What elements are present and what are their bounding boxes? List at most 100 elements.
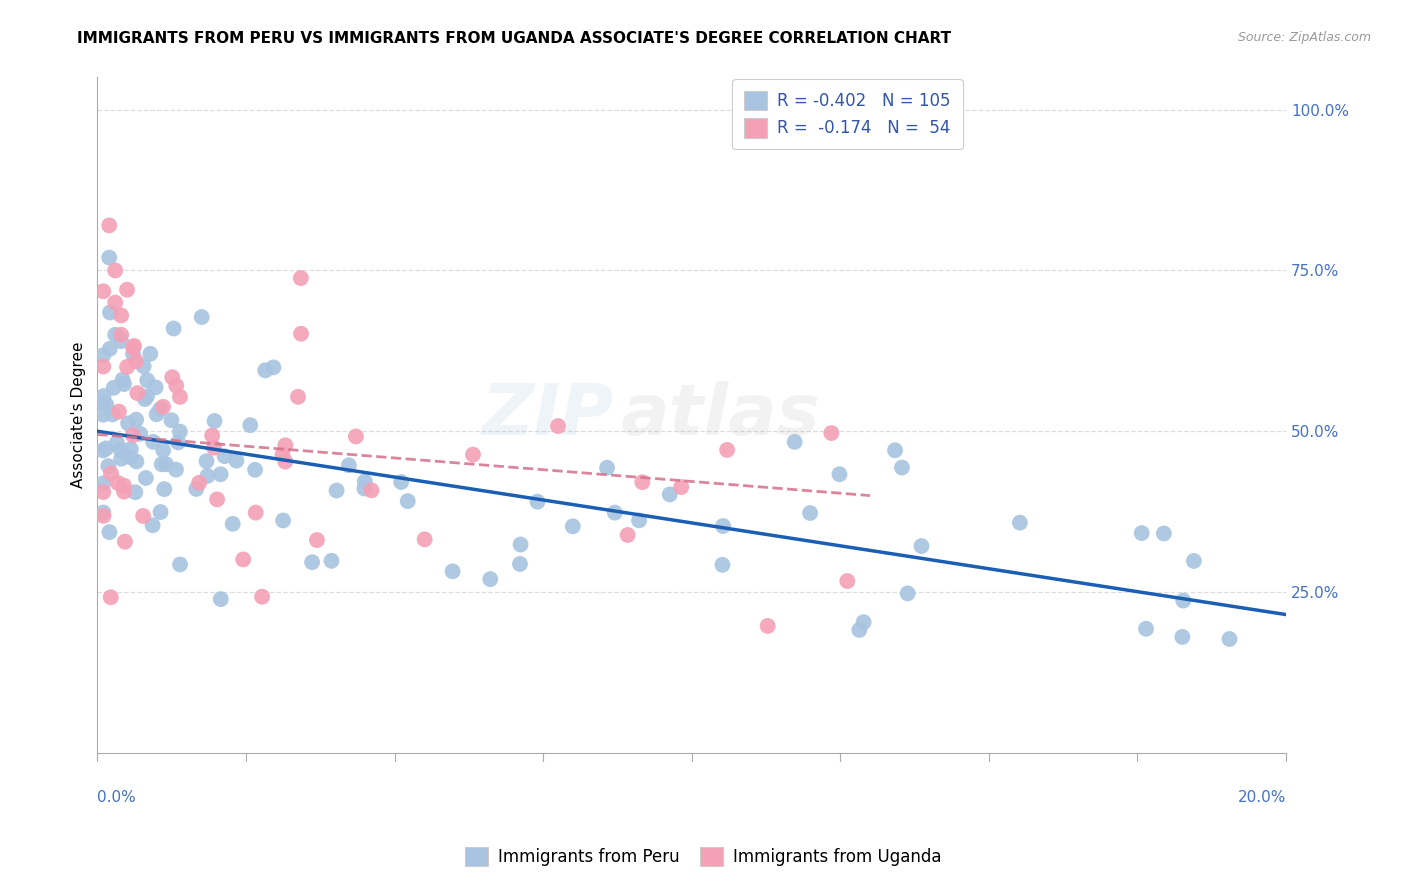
Point	[820, 425, 842, 440]
Point	[91, 285, 114, 299]
Point	[149, 505, 172, 519]
Point	[104, 327, 127, 342]
Point	[799, 506, 821, 520]
Point	[756, 619, 779, 633]
Point	[1130, 526, 1153, 541]
Point	[112, 377, 135, 392]
Point	[214, 449, 236, 463]
Point	[98, 251, 121, 265]
Point	[891, 460, 914, 475]
Point	[169, 425, 191, 439]
Point	[93, 508, 115, 523]
Point	[117, 417, 139, 431]
Point	[91, 485, 114, 500]
Point	[104, 263, 127, 277]
Text: ZIP: ZIP	[482, 381, 614, 450]
Point	[100, 467, 122, 481]
Point	[509, 537, 531, 551]
Point	[243, 463, 266, 477]
Point	[245, 506, 267, 520]
Point	[274, 438, 297, 452]
Point	[225, 453, 247, 467]
Point	[711, 519, 734, 533]
Point	[321, 554, 343, 568]
Point	[1153, 526, 1175, 541]
Point	[897, 586, 920, 600]
Point	[107, 476, 129, 491]
Point	[98, 219, 121, 233]
Point	[305, 533, 328, 547]
Point	[1008, 516, 1031, 530]
Point	[149, 402, 172, 417]
Point	[353, 475, 375, 489]
Point	[160, 413, 183, 427]
Point	[603, 506, 626, 520]
Point	[274, 454, 297, 468]
Point	[160, 370, 183, 384]
Point	[152, 400, 174, 414]
Point	[96, 398, 118, 412]
Point	[112, 484, 135, 499]
Point	[145, 380, 167, 394]
Point	[461, 448, 484, 462]
Point	[190, 310, 212, 324]
Y-axis label: Associate's Degree: Associate's Degree	[72, 342, 86, 489]
Point	[852, 615, 875, 630]
Point	[716, 442, 738, 457]
Point	[254, 363, 277, 377]
Point	[1173, 593, 1195, 607]
Point	[910, 539, 932, 553]
Point	[104, 295, 127, 310]
Point	[250, 590, 273, 604]
Point	[165, 378, 187, 392]
Text: 20.0%: 20.0%	[1237, 790, 1286, 805]
Point	[122, 341, 145, 355]
Point	[239, 418, 262, 433]
Point	[167, 435, 190, 450]
Point	[94, 442, 117, 456]
Point	[125, 354, 148, 368]
Point	[91, 408, 114, 422]
Point	[122, 428, 145, 442]
Point	[290, 271, 312, 285]
Point	[103, 381, 125, 395]
Point	[122, 339, 145, 353]
Point	[616, 528, 638, 542]
Point	[195, 454, 218, 468]
Point	[290, 326, 312, 341]
Point	[108, 404, 131, 418]
Point	[91, 359, 114, 374]
Point	[1171, 630, 1194, 644]
Point	[136, 373, 159, 387]
Point	[547, 419, 569, 434]
Text: atlas: atlas	[620, 381, 820, 450]
Point	[91, 476, 114, 491]
Point	[124, 485, 146, 500]
Point	[389, 475, 412, 489]
Point	[115, 359, 138, 374]
Point	[110, 334, 132, 348]
Point	[1218, 632, 1240, 646]
Point	[287, 390, 309, 404]
Point	[360, 483, 382, 498]
Text: IMMIGRANTS FROM PERU VS IMMIGRANTS FROM UGANDA ASSOCIATE'S DEGREE CORRELATION CH: IMMIGRANTS FROM PERU VS IMMIGRANTS FROM …	[77, 31, 952, 46]
Point	[98, 342, 121, 356]
Point	[596, 460, 619, 475]
Point	[271, 513, 294, 527]
Point	[145, 407, 167, 421]
Point	[337, 458, 360, 473]
Point	[201, 428, 224, 442]
Point	[129, 426, 152, 441]
Point	[100, 591, 122, 605]
Point	[150, 457, 173, 471]
Point	[631, 475, 654, 490]
Point	[153, 482, 176, 496]
Point	[114, 534, 136, 549]
Point	[91, 506, 114, 520]
Point	[91, 443, 114, 458]
Point	[139, 347, 162, 361]
Point	[101, 408, 124, 422]
Point	[1135, 622, 1157, 636]
Point	[125, 412, 148, 426]
Point	[169, 390, 191, 404]
